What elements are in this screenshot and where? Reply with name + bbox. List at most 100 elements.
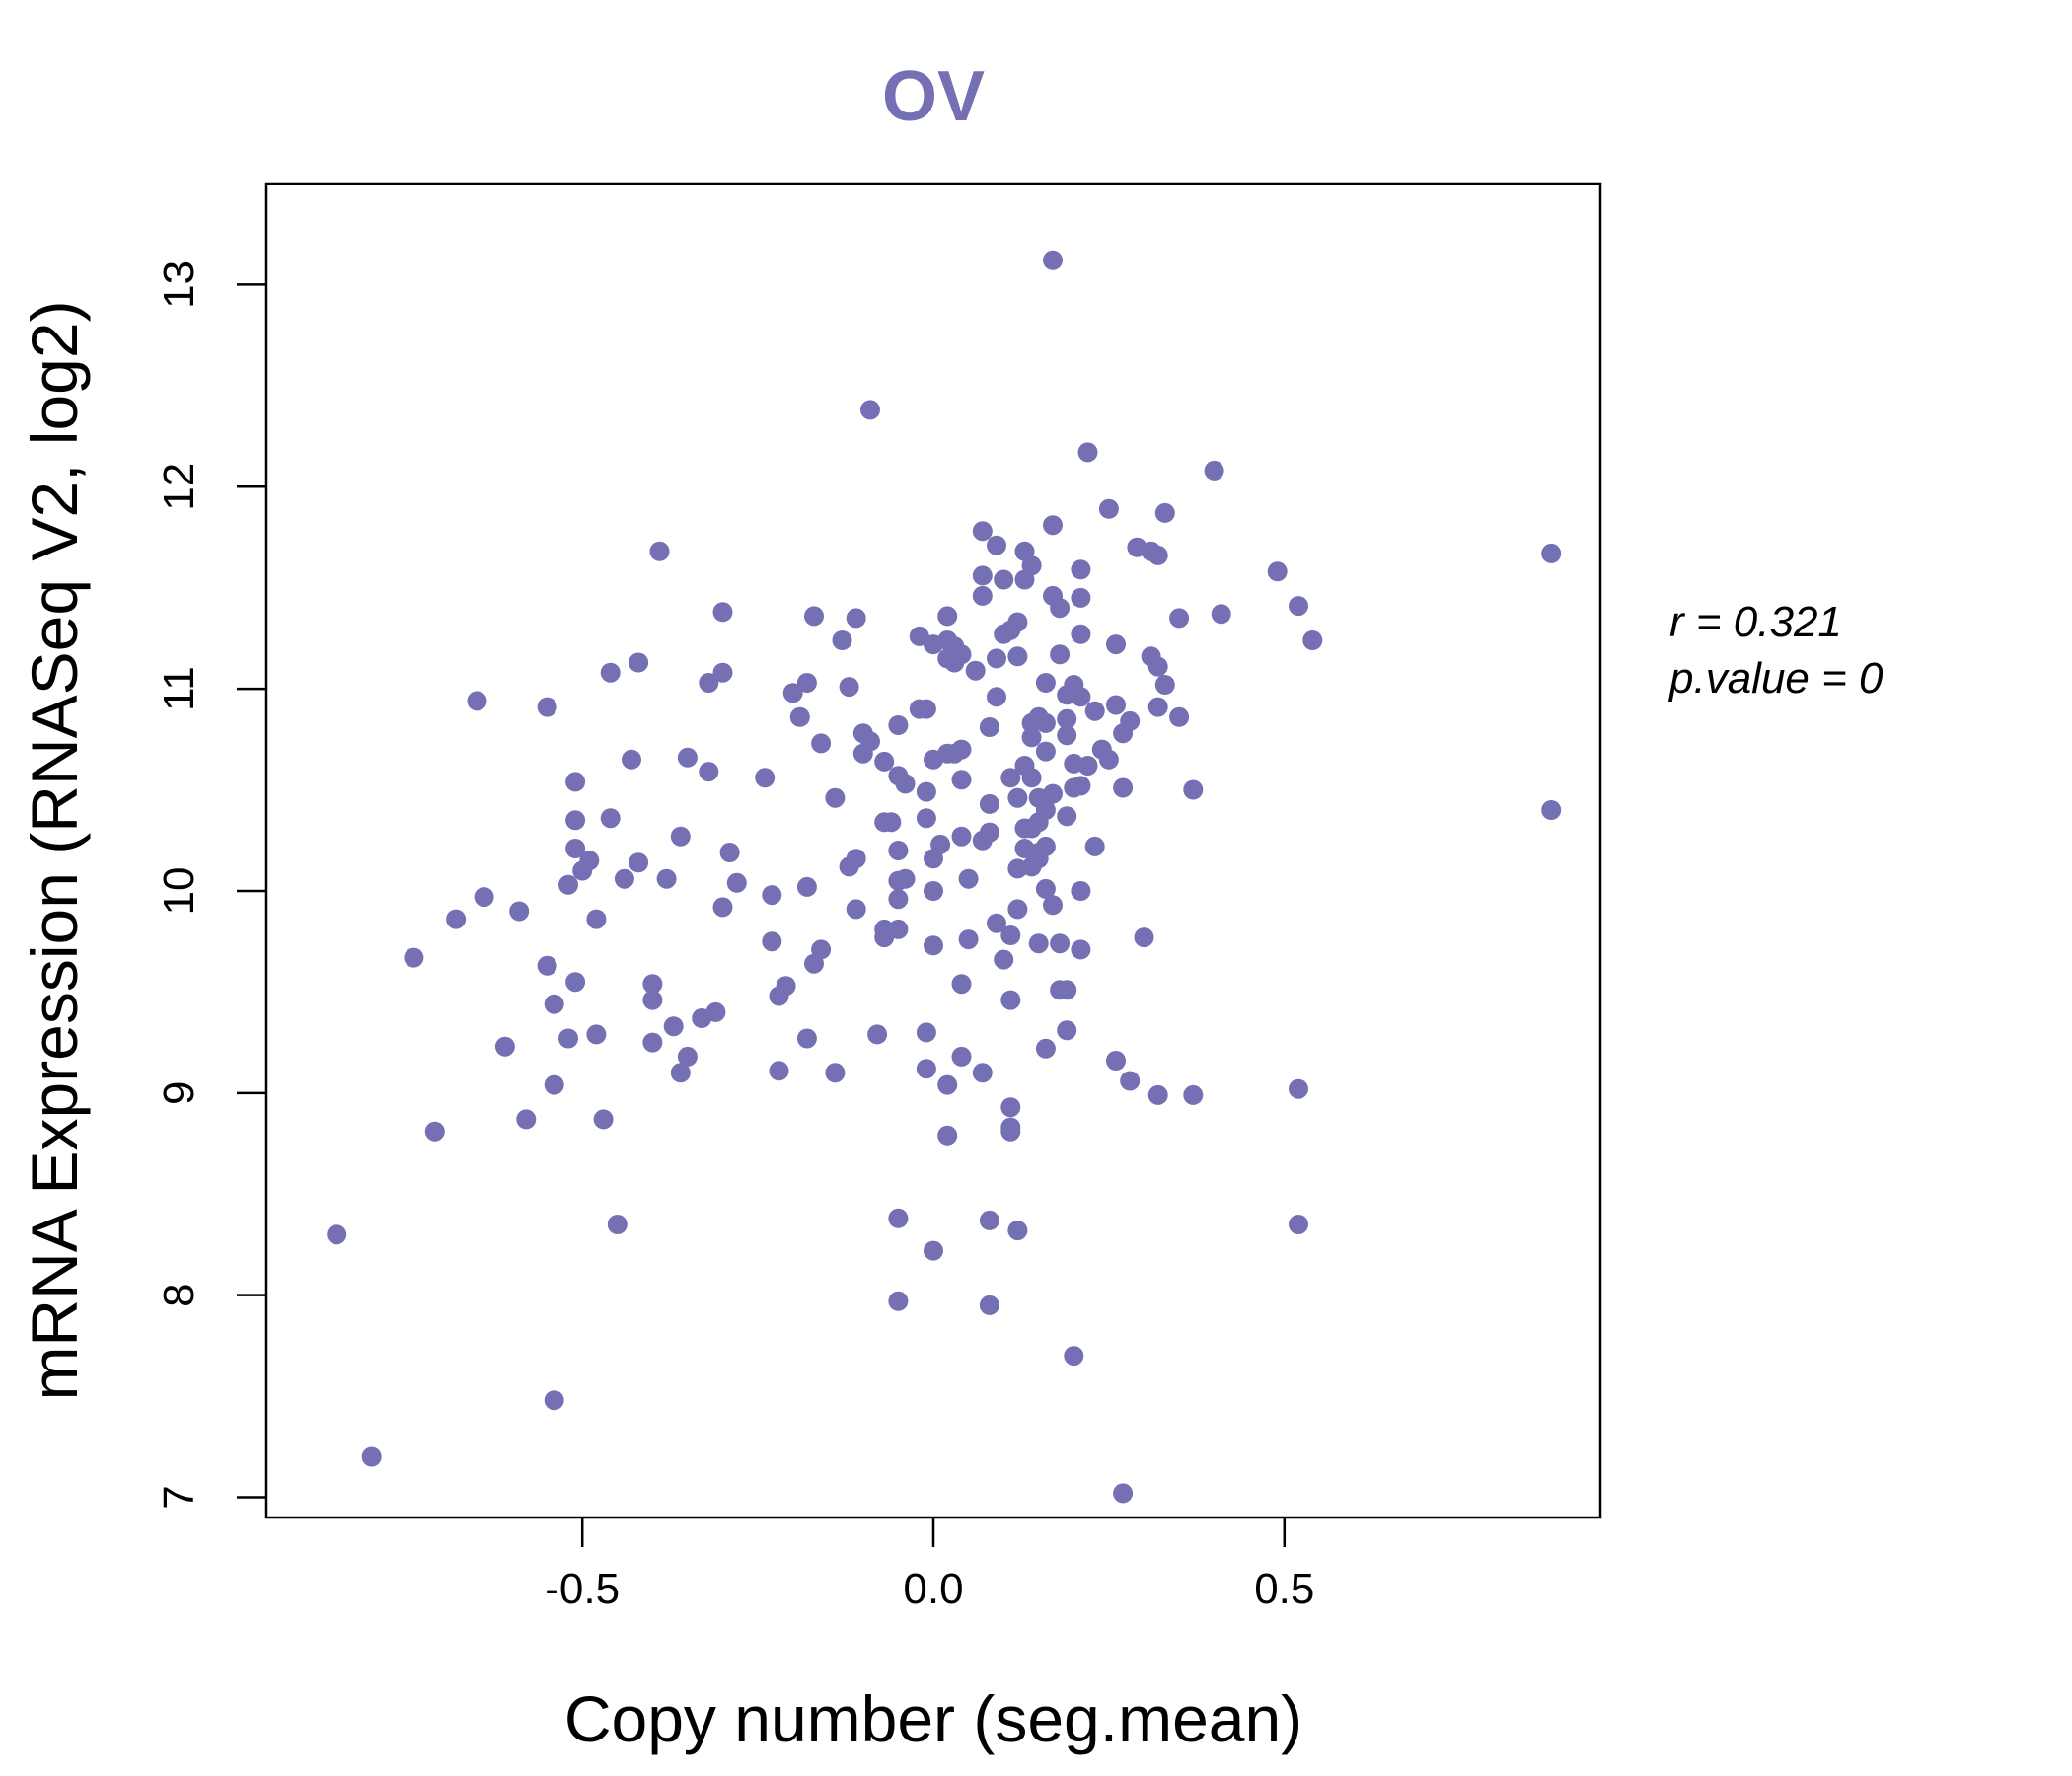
data-point <box>987 535 1006 555</box>
data-point <box>600 808 621 829</box>
y-axis-label: mRNA Expression (RNASeq V2, log2) <box>18 300 91 1400</box>
data-point <box>642 974 663 995</box>
data-point <box>614 868 634 889</box>
y-tick-label: 9 <box>155 1081 203 1105</box>
data-point <box>1000 768 1021 788</box>
data-point <box>888 870 909 891</box>
data-point <box>565 810 586 831</box>
data-point <box>1071 881 1091 901</box>
data-point <box>972 585 993 606</box>
data-point <box>1071 687 1091 707</box>
data-point <box>846 899 866 920</box>
data-point <box>867 1024 888 1045</box>
points-layer <box>327 250 1562 1504</box>
data-point <box>972 1063 993 1083</box>
data-point <box>474 887 494 908</box>
data-point <box>361 1446 382 1467</box>
data-point <box>424 1121 445 1142</box>
data-point <box>677 747 698 768</box>
data-point <box>944 652 965 673</box>
data-point <box>1289 596 1308 617</box>
data-point <box>804 953 824 974</box>
data-point <box>1106 695 1126 715</box>
data-point <box>537 697 557 717</box>
data-point <box>1267 561 1288 582</box>
data-point <box>1154 502 1175 523</box>
data-point <box>1064 777 1084 798</box>
data-point <box>888 889 909 910</box>
data-point <box>677 1046 698 1067</box>
data-point <box>1035 673 1056 693</box>
data-point <box>494 1036 515 1057</box>
data-point <box>1204 460 1224 481</box>
data-point <box>663 1016 684 1037</box>
data-point <box>804 606 824 627</box>
data-point <box>1098 749 1119 770</box>
x-tick-label: 0.0 <box>903 1565 963 1613</box>
data-point <box>762 885 782 906</box>
data-point <box>516 1109 537 1130</box>
data-point <box>1007 787 1028 808</box>
y-tick-label: 11 <box>155 666 203 711</box>
data-point <box>951 974 972 995</box>
data-point <box>944 743 965 764</box>
data-point <box>642 990 663 1010</box>
data-point <box>446 909 467 929</box>
data-point <box>1000 990 1021 1010</box>
data-point <box>1021 712 1042 733</box>
data-point <box>1035 712 1056 733</box>
data-point <box>1098 498 1119 519</box>
data-point <box>593 1109 614 1130</box>
data-point <box>544 1074 564 1095</box>
y-tick-label: 7 <box>155 1485 203 1509</box>
data-point <box>1147 1084 1168 1105</box>
data-point <box>979 793 999 814</box>
data-point <box>327 1224 347 1245</box>
y-axis: 7 8 9 10 11 12 13 <box>155 260 266 1510</box>
data-point <box>1035 878 1056 899</box>
data-point <box>937 1074 958 1095</box>
data-point <box>924 1240 943 1261</box>
data-point <box>607 1215 628 1234</box>
data-point <box>622 749 641 770</box>
data-point <box>712 602 733 623</box>
data-point <box>1050 933 1071 954</box>
data-point <box>1302 630 1323 650</box>
data-point <box>1021 818 1042 839</box>
data-point <box>1106 1051 1126 1071</box>
data-point <box>1007 1221 1028 1241</box>
data-point <box>1000 925 1021 945</box>
data-point <box>1211 604 1231 625</box>
data-point <box>782 683 803 703</box>
data-point <box>1071 939 1091 960</box>
data-point <box>572 860 593 881</box>
data-point <box>888 1291 909 1311</box>
data-point <box>972 830 993 851</box>
data-point <box>1113 777 1134 798</box>
data-point <box>600 662 621 683</box>
data-point <box>712 662 733 683</box>
data-point <box>895 774 916 794</box>
data-point <box>1147 656 1168 677</box>
data-point <box>1043 515 1063 536</box>
data-point <box>994 569 1014 590</box>
data-point <box>699 762 719 782</box>
data-point <box>509 901 530 922</box>
data-point <box>755 768 776 788</box>
data-point <box>972 565 993 586</box>
y-tick-label: 8 <box>155 1283 203 1306</box>
data-point <box>558 1028 578 1049</box>
data-point <box>839 856 859 877</box>
data-point <box>692 1008 712 1028</box>
data-point <box>404 947 424 968</box>
data-point <box>1289 1215 1308 1234</box>
data-point <box>979 1295 999 1315</box>
data-point <box>825 1063 846 1083</box>
y-tick-label: 10 <box>155 867 203 916</box>
data-point <box>958 929 979 950</box>
correlation-label: r = 0.321 <box>1669 598 1842 646</box>
data-point <box>649 541 670 561</box>
data-point <box>467 691 487 711</box>
data-point <box>1147 545 1168 565</box>
x-tick-label: 0.5 <box>1254 1565 1314 1613</box>
